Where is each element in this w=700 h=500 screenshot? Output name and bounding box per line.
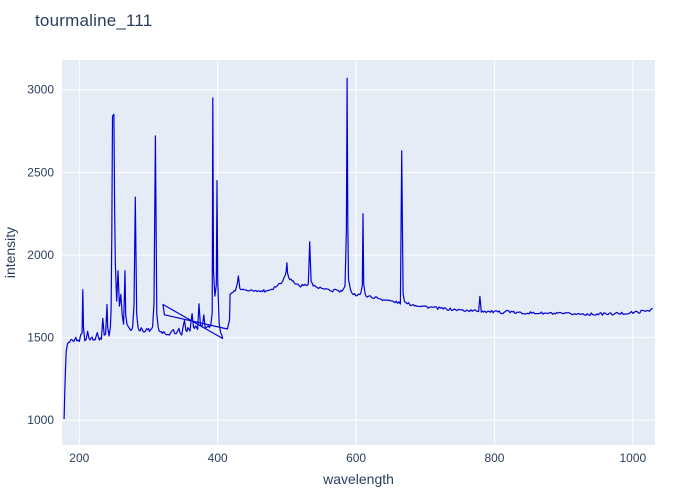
x-tick-label: 1000 xyxy=(620,451,647,465)
x-axis-title: wavelength xyxy=(322,471,394,487)
chart-title: tourmaline_111 xyxy=(35,11,153,30)
trace-scan-low xyxy=(63,97,224,420)
y-tick-label: 1000 xyxy=(27,413,54,427)
y-tick-label: 1500 xyxy=(27,331,54,345)
x-tick-label: 800 xyxy=(484,451,504,465)
y-tick-label: 2000 xyxy=(27,248,54,262)
x-tick-label: 600 xyxy=(346,451,366,465)
y-axis-title: intensity xyxy=(2,227,18,278)
trace-retrace-loop xyxy=(162,293,231,339)
y-tick-label: 2500 xyxy=(27,165,54,179)
y-tick-label: 3000 xyxy=(27,83,54,97)
x-tick-label: 400 xyxy=(208,451,228,465)
plot-area[interactable] xyxy=(62,60,655,445)
x-tick-label: 200 xyxy=(69,451,89,465)
trace-scan-high xyxy=(229,77,653,317)
